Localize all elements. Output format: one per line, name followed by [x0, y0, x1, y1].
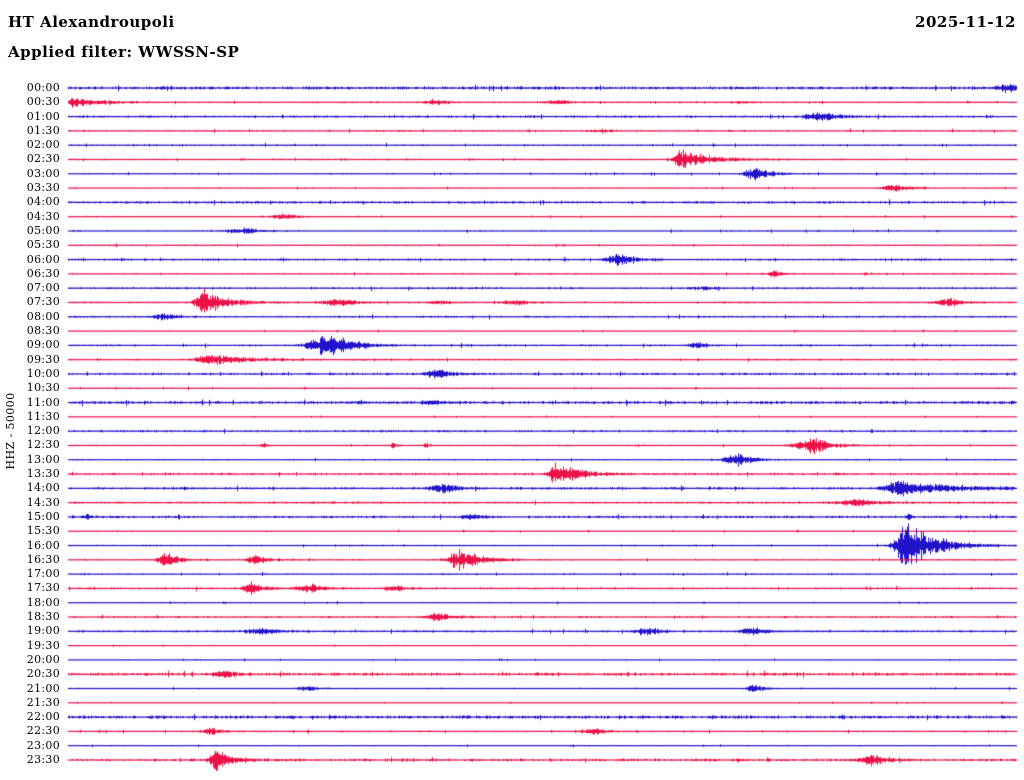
station-title: HT Alexandroupoli [8, 13, 175, 31]
time-label: 02:30 [26, 152, 60, 166]
time-label: 00:30 [26, 95, 60, 109]
time-label: 03:00 [26, 166, 60, 180]
time-label: 06:30 [26, 266, 60, 280]
time-label: 05:00 [26, 223, 60, 237]
time-label: 10:30 [26, 381, 60, 395]
time-label: 13:30 [26, 467, 60, 481]
time-label: 02:00 [26, 138, 60, 152]
time-label: 03:30 [26, 181, 60, 195]
time-label: 15:30 [26, 524, 60, 538]
time-label: 12:00 [26, 424, 60, 438]
time-label: 19:30 [26, 638, 60, 652]
time-label: 23:30 [26, 753, 60, 766]
time-label: 01:00 [26, 109, 60, 123]
time-label: 14:30 [26, 495, 60, 509]
time-label: 20:30 [26, 667, 60, 681]
time-label: 11:30 [26, 409, 60, 423]
time-label: 12:30 [26, 438, 60, 452]
date-label: 2025-11-12 [915, 13, 1016, 31]
time-label: 16:00 [26, 538, 60, 552]
time-label: 07:00 [26, 281, 60, 295]
time-label: 05:30 [26, 238, 60, 252]
time-label: 23:00 [26, 738, 60, 752]
time-label: 13:00 [26, 452, 60, 466]
time-label: 04:00 [26, 195, 60, 209]
time-label: 18:30 [26, 610, 60, 624]
time-label: 06:00 [26, 252, 60, 266]
time-label: 18:00 [26, 595, 60, 609]
time-label: 21:00 [26, 681, 60, 695]
time-label: 10:00 [26, 366, 60, 380]
time-label: 20:00 [26, 652, 60, 666]
time-label: 09:30 [26, 352, 60, 366]
time-label: 11:00 [26, 395, 60, 409]
time-label: 17:30 [26, 581, 60, 595]
time-label: 19:00 [26, 624, 60, 638]
time-label: 08:30 [26, 324, 60, 338]
time-label: 14:00 [26, 481, 60, 495]
time-label: 21:30 [26, 695, 60, 709]
time-label: 01:30 [26, 123, 60, 137]
time-label: 04:30 [26, 209, 60, 223]
time-label: 17:00 [26, 567, 60, 581]
time-label: 15:00 [26, 509, 60, 523]
time-label: 08:00 [26, 309, 60, 323]
time-label: 16:30 [26, 552, 60, 566]
time-label: 22:00 [26, 710, 60, 724]
time-label: 00:00 [26, 81, 60, 94]
time-label: 22:30 [26, 724, 60, 738]
time-label: 09:00 [26, 338, 60, 352]
applied-filter-label: Applied filter: WWSSN-SP [8, 43, 240, 61]
time-label: 07:30 [26, 295, 60, 309]
